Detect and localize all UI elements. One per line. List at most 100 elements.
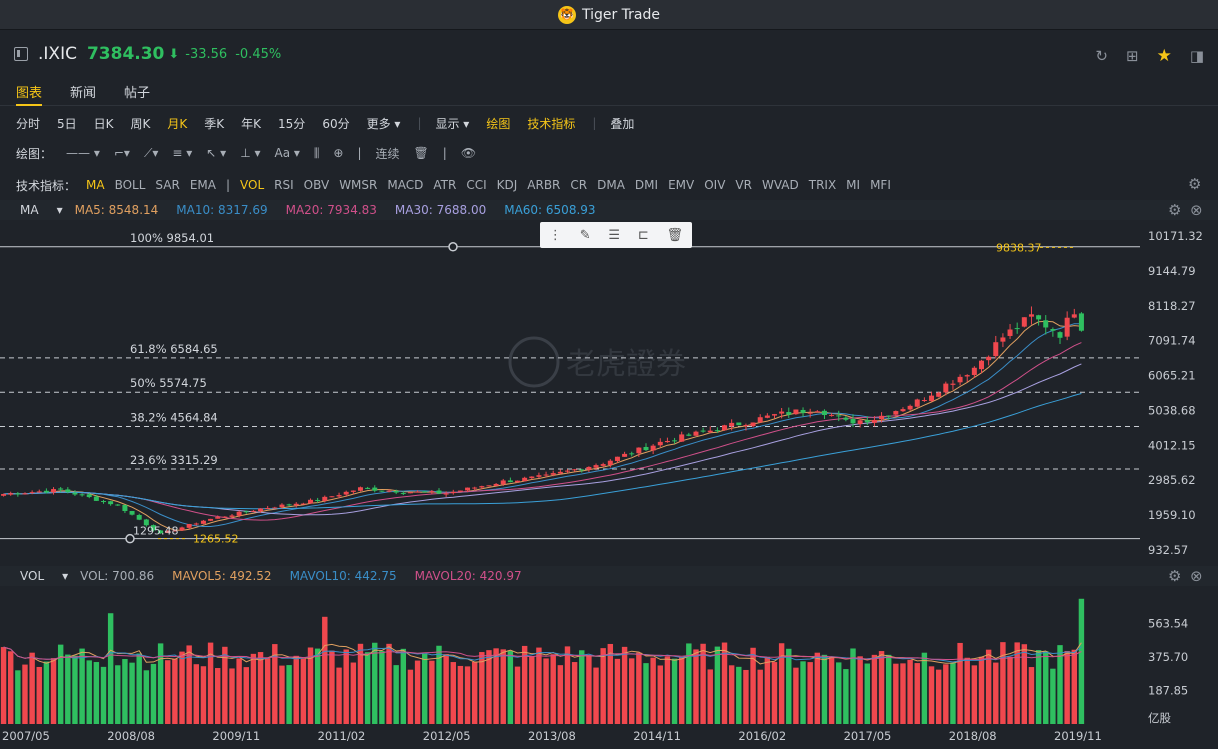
drag-handle-icon[interactable]: ⋮ <box>548 227 562 243</box>
candle-body <box>422 491 428 493</box>
indicator-mi[interactable]: MI <box>846 178 861 192</box>
period-yearly[interactable]: 年K <box>241 116 262 131</box>
fib-tool-icon[interactable]: ≡ ▾ <box>172 146 193 160</box>
period-5d[interactable]: 5日 <box>57 116 77 131</box>
period-monthly[interactable]: 月K <box>167 116 188 131</box>
display-menu[interactable]: 显示 ▾ <box>435 116 470 131</box>
indicator-sar[interactable]: SAR <box>155 178 180 192</box>
continuous-toggle[interactable]: 连续 <box>375 146 400 161</box>
panel-toggle-icon[interactable] <box>14 47 28 61</box>
indicator-settings-icon[interactable]: ⚙ <box>1188 175 1202 193</box>
indicator-mfi[interactable]: MFI <box>870 178 891 192</box>
ma-selector[interactable]: MA <box>20 203 39 217</box>
tab-chart[interactable]: 图表 <box>16 78 43 106</box>
chevron-down-icon[interactable]: ▾ <box>62 569 69 583</box>
refresh-icon[interactable]: ↻ <box>1095 47 1108 65</box>
indicator-cr[interactable]: CR <box>570 178 588 192</box>
indicator-obv[interactable]: OBV <box>303 178 330 192</box>
unlock-icon[interactable]: ⊏ <box>637 227 649 243</box>
period-quarterly[interactable]: 季K <box>204 116 225 131</box>
mavol20-line <box>3 646 1082 661</box>
candle-body <box>950 383 956 385</box>
period-daily[interactable]: 日K <box>93 116 114 131</box>
volume-bar <box>843 669 849 724</box>
bars-tool-icon[interactable]: ⫼ <box>313 145 320 160</box>
candle-body <box>814 411 820 413</box>
indicators-button[interactable]: 技术指标 <box>527 116 576 131</box>
ma-close-icon[interactable]: ⊗ <box>1190 201 1203 219</box>
period-more[interactable]: 更多 ▾ <box>366 116 401 131</box>
volume-bar <box>215 668 221 724</box>
indicator-emv[interactable]: EMV <box>668 178 695 192</box>
period-60m[interactable]: 60分 <box>322 116 350 131</box>
candle-body <box>500 480 506 485</box>
indicator-oiv[interactable]: OIV <box>704 178 726 192</box>
channel-tool-icon[interactable]: ⌐▾ <box>113 146 130 160</box>
volume-bar <box>422 653 428 724</box>
indicator-ema[interactable]: EMA <box>189 178 216 192</box>
period-15m[interactable]: 15分 <box>278 116 306 131</box>
text-tool-icon[interactable]: Aa ▾ <box>274 146 300 160</box>
indicator-arbr[interactable]: ARBR <box>527 178 561 192</box>
vol-tick-label: 375.70 <box>1148 650 1188 664</box>
candle-body <box>864 420 870 423</box>
ma20-value: MA20: 7934.83 <box>285 203 377 217</box>
indicator-dma[interactable]: DMA <box>597 178 625 192</box>
volume-bar <box>657 665 663 724</box>
indicator-wvad[interactable]: WVAD <box>761 178 799 192</box>
sidebar-toggle-icon[interactable]: ◨ <box>1189 47 1204 65</box>
volume-bar <box>850 648 856 724</box>
tab-posts[interactable]: 帖子 <box>124 86 151 101</box>
trash-icon[interactable]: 🗑 <box>413 146 429 160</box>
indicator-ma[interactable]: MA <box>86 178 105 192</box>
vol-selector[interactable]: VOL <box>20 569 45 583</box>
candle-body <box>907 405 913 410</box>
volume-bar <box>664 656 671 724</box>
measure-tool-icon[interactable]: ⊥ ▾ <box>240 146 261 160</box>
draw-button[interactable]: 绘图 <box>486 116 511 131</box>
wave-tool-icon[interactable]: ⟋▾ <box>143 145 159 160</box>
ma20-line <box>3 342 1082 521</box>
candle-body <box>664 440 670 443</box>
candle-body <box>807 412 813 414</box>
indicator-wmsr[interactable]: WMSR <box>339 178 378 192</box>
divider: | <box>357 146 362 160</box>
favorite-star-icon[interactable]: ★ <box>1156 46 1172 66</box>
indicator-dmi[interactable]: DMI <box>634 178 659 192</box>
eye-icon[interactable]: 👁 <box>460 146 477 160</box>
grid-layout-icon[interactable]: ⊞ <box>1125 47 1139 65</box>
mavol10-line <box>3 646 1082 663</box>
tab-news[interactable]: 新闻 <box>70 86 97 101</box>
indicator-cci[interactable]: CCI <box>466 178 487 192</box>
candle-body <box>957 376 963 383</box>
arrow-tool-icon[interactable]: ↖ ▾ <box>206 146 227 160</box>
indicator-vr[interactable]: VR <box>735 178 752 192</box>
vol-close-icon[interactable]: ⊗ <box>1190 567 1203 585</box>
zoom-icon[interactable]: ⊕ <box>333 146 344 160</box>
period-intraday[interactable]: 分时 <box>16 116 41 131</box>
candle-body <box>36 491 42 493</box>
thickness-icon[interactable]: ☰ <box>608 227 621 243</box>
pencil-icon[interactable]: ✎ <box>579 227 591 243</box>
period-weekly[interactable]: 周K <box>130 116 151 131</box>
volume-bar <box>893 663 899 724</box>
indicator-macd[interactable]: MACD <box>387 178 424 192</box>
indicator-trix[interactable]: TRIX <box>808 178 837 192</box>
y-tick-label: 932.57 <box>1148 543 1188 557</box>
candle-body <box>136 515 142 520</box>
indicator-kdj[interactable]: KDJ <box>496 178 518 192</box>
indicator-rsi[interactable]: RSI <box>274 178 294 192</box>
ma-settings-icon[interactable]: ⚙ <box>1168 201 1182 219</box>
vol-settings-icon[interactable]: ⚙ <box>1168 567 1182 585</box>
mavol5-value: MAVOL5: 492.52 <box>172 569 272 583</box>
indicator-atr[interactable]: ATR <box>433 178 457 192</box>
chevron-down-icon[interactable]: ▾ <box>56 203 63 217</box>
overlay-button[interactable]: 叠加 <box>610 116 635 131</box>
candle-body <box>914 399 920 407</box>
line-tool-icon[interactable]: —— ▾ <box>66 146 100 160</box>
candle-body <box>286 504 292 506</box>
volume-bar <box>907 659 913 724</box>
delete-icon[interactable]: 🗑 <box>666 227 684 243</box>
indicator-boll[interactable]: BOLL <box>114 178 146 192</box>
indicator-vol[interactable]: VOL <box>240 178 265 192</box>
